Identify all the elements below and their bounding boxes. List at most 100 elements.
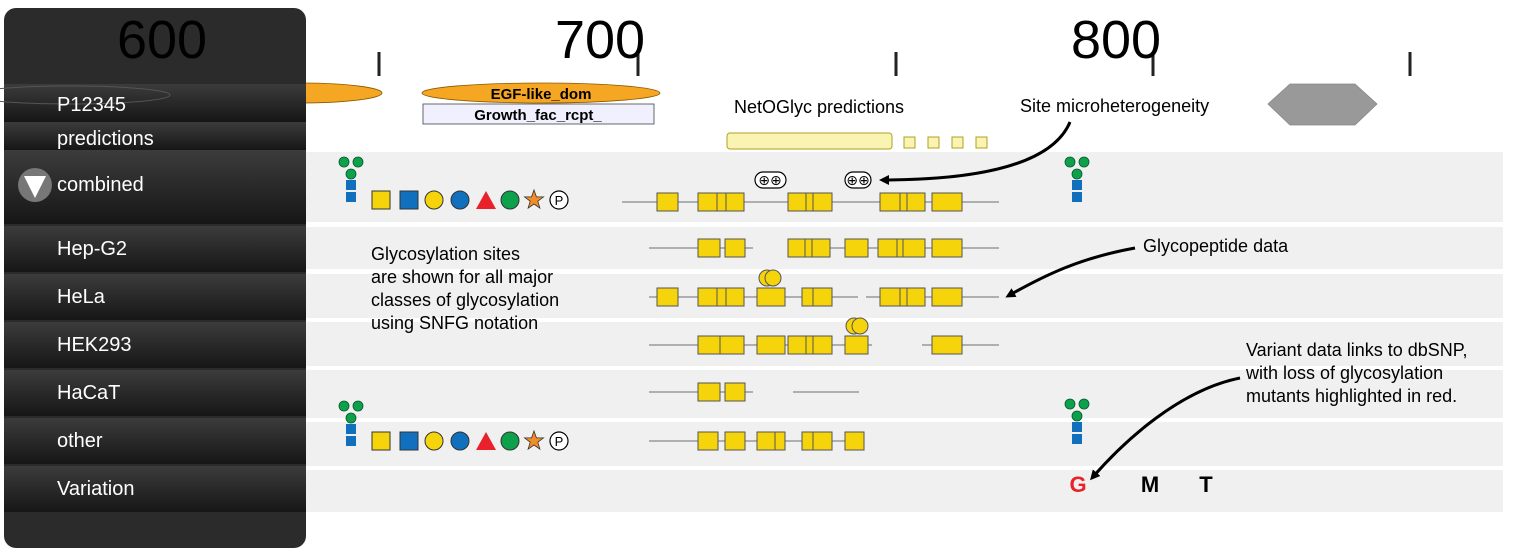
microheterogeneity-marker[interactable]: ⊕⊕	[754, 171, 787, 189]
n-glycan-glyph[interactable]	[338, 156, 364, 202]
glycopeptide-box[interactable]	[724, 431, 746, 451]
glycopeptide-box[interactable]	[697, 382, 721, 402]
track-label-hepg2[interactable]	[4, 226, 306, 272]
mannose-circle	[345, 412, 357, 424]
snfg-symbol-row: P	[371, 188, 569, 210]
snfg-blue-circle	[450, 431, 470, 451]
glycopeptide-box[interactable]	[801, 287, 814, 307]
variant-m[interactable]: M	[1141, 472, 1159, 497]
n-glycan-glyph[interactable]	[338, 400, 364, 446]
netoglyc-label: NetOGlyc predictions	[734, 97, 904, 117]
netoglyc-site[interactable]	[903, 136, 916, 149]
glycopeptide-box[interactable]	[697, 287, 718, 307]
glycopeptide-box[interactable]	[756, 431, 776, 451]
track-label-other[interactable]	[4, 418, 306, 464]
n-glycan-glyph[interactable]	[1064, 398, 1090, 444]
snfg-red-triangle	[476, 191, 496, 209]
ruler	[194, 52, 1412, 76]
arrow-variant	[1090, 376, 1241, 481]
netoglyc-site[interactable]	[951, 136, 964, 149]
glycopeptide-box[interactable]	[812, 431, 833, 451]
glycopeptide-box[interactable]	[906, 192, 926, 212]
glycopeptide-box[interactable]	[697, 335, 721, 355]
glycopeptide-box[interactable]	[931, 335, 963, 355]
glycopeptide-box[interactable]	[801, 431, 814, 451]
glycopeptide-box[interactable]	[879, 287, 901, 307]
glycopeptide-box[interactable]	[899, 287, 908, 307]
microheterogeneity-symbol: ⊕⊕	[758, 173, 781, 189]
glycopeptide-box[interactable]	[805, 192, 814, 212]
domain-egf-like[interactable]	[421, 82, 661, 104]
snfg-red-triangle	[476, 432, 496, 450]
glycopeptide-box[interactable]	[724, 238, 746, 258]
glycopeptide-box[interactable]	[787, 238, 806, 258]
variant-t[interactable]: T	[1199, 472, 1213, 497]
glycopeptide-layer	[622, 192, 999, 451]
glycopeptide-box[interactable]	[931, 192, 963, 212]
n-glycan-glyph[interactable]	[1064, 156, 1090, 202]
mannose-circle	[352, 156, 364, 168]
glycopeptide-box[interactable]	[756, 335, 786, 355]
glycopeptide-box[interactable]	[805, 335, 814, 355]
glycopeptide-box[interactable]	[899, 192, 908, 212]
glycopeptide-box[interactable]	[656, 287, 679, 307]
glycopeptide-box[interactable]	[725, 287, 745, 307]
glycan-stack[interactable]	[764, 269, 782, 287]
netoglyc-site[interactable]	[927, 136, 940, 149]
track-label-hela[interactable]	[4, 274, 306, 320]
glycopeptide-box[interactable]	[812, 287, 833, 307]
track-label-protein[interactable]	[4, 84, 306, 122]
annotation-glycopeptide: Glycopeptide data	[1143, 236, 1289, 256]
glycopeptide-box[interactable]	[787, 192, 807, 212]
track-label-variation[interactable]	[4, 466, 306, 512]
annotation-line: classes of glycosylation	[371, 290, 559, 310]
glycopeptide-box[interactable]	[656, 192, 679, 212]
glycopeptide-box[interactable]	[902, 238, 926, 258]
glcnac-square	[1072, 434, 1082, 444]
glycopeptide-box[interactable]	[812, 192, 833, 212]
annotation-line: mutants highlighted in red.	[1246, 386, 1457, 406]
glycopeptide-box[interactable]	[804, 238, 813, 258]
netoglyc-site[interactable]	[975, 136, 988, 149]
track-label-hacat[interactable]	[4, 370, 306, 416]
glycopeptide-box[interactable]	[724, 382, 746, 402]
label-protein: P12345	[57, 94, 126, 116]
track-label-predictions[interactable]	[4, 122, 306, 150]
glycopeptide-box[interactable]	[844, 335, 869, 355]
snfg-green-circle	[500, 190, 520, 210]
glycopeptide-box[interactable]	[811, 238, 831, 258]
glycopeptide-box[interactable]	[716, 192, 727, 212]
track-label-hek293[interactable]	[4, 322, 306, 368]
glycopeptide-box[interactable]	[756, 287, 786, 307]
glcnac-square	[346, 180, 356, 190]
track-label-combined[interactable]	[4, 150, 306, 224]
domain-growth-factor-receptor[interactable]	[422, 103, 655, 125]
glycopeptide-box[interactable]	[774, 431, 786, 451]
snfg-symbol-row: P	[371, 429, 569, 451]
glycan-stack[interactable]	[851, 317, 869, 335]
domain-hexagon[interactable]	[1267, 83, 1378, 126]
netoglyc-region[interactable]	[726, 132, 893, 150]
glycopeptide-box[interactable]	[697, 192, 718, 212]
snfg-blue-circle	[450, 190, 470, 210]
glycopeptide-box[interactable]	[879, 192, 901, 212]
glycopeptide-box[interactable]	[906, 287, 926, 307]
glycopeptide-box[interactable]	[697, 431, 719, 451]
glycopeptide-box[interactable]	[787, 335, 807, 355]
glycopeptide-box[interactable]	[844, 238, 869, 258]
glycopeptide-box[interactable]	[877, 238, 898, 258]
variant-g[interactable]: G	[1069, 472, 1086, 497]
glycopeptide-box[interactable]	[697, 238, 721, 258]
microheterogeneity-marker[interactable]: ⊕⊕	[844, 171, 872, 189]
domain-growth-label: Growth_fac_rcpt_	[474, 107, 602, 124]
glycopeptide-box[interactable]	[725, 192, 745, 212]
glycopeptide-box[interactable]	[812, 335, 833, 355]
panel-gloss	[0, 85, 171, 105]
glycopeptide-box[interactable]	[896, 238, 904, 258]
mannose-circle	[1071, 410, 1083, 422]
glycopeptide-box[interactable]	[931, 287, 963, 307]
glycopeptide-box[interactable]	[716, 287, 727, 307]
glycopeptide-box[interactable]	[844, 431, 865, 451]
glycopeptide-box[interactable]	[719, 335, 745, 355]
glycopeptide-box[interactable]	[931, 238, 963, 258]
